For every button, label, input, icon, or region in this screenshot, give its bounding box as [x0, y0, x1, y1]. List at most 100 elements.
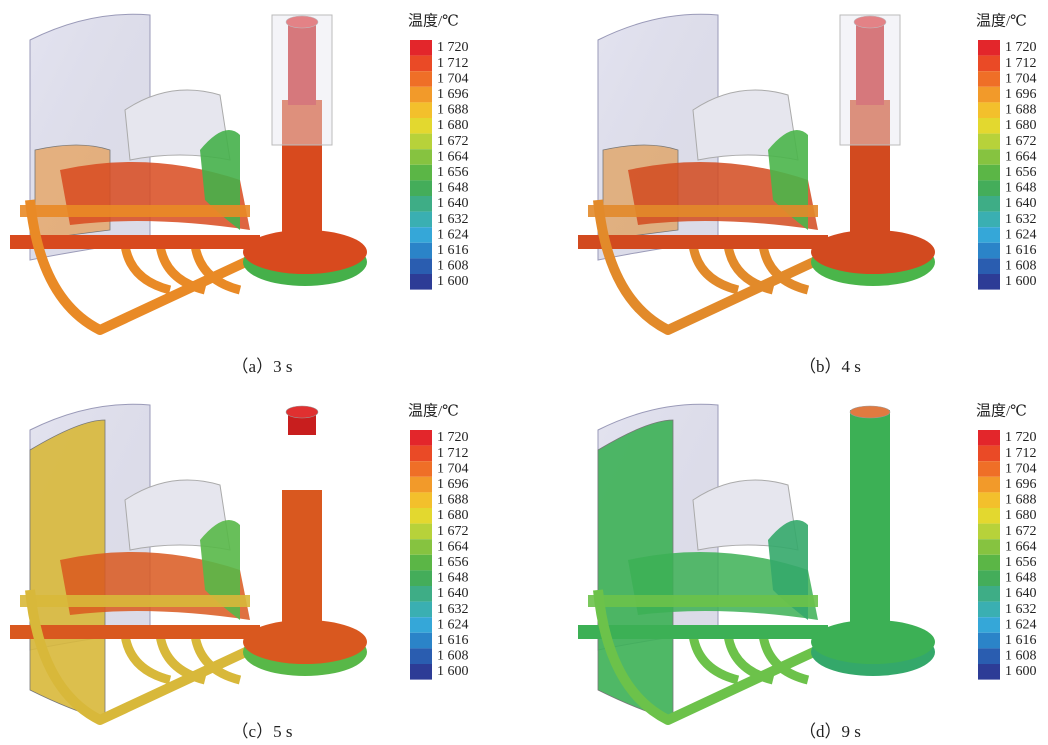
- legend-swatch: [410, 570, 432, 586]
- legend-label: 1 704: [1005, 461, 1037, 476]
- legend-label: 1 680: [437, 118, 469, 133]
- legend-label: 1 712: [437, 56, 469, 71]
- casting-render: [10, 404, 367, 720]
- legend-swatch: [978, 212, 1000, 228]
- legend-label: 1 672: [1005, 134, 1037, 149]
- legend-swatch: [410, 492, 432, 508]
- runner-bar: [588, 595, 818, 607]
- legend-swatch: [410, 134, 432, 150]
- legend-swatch: [410, 586, 432, 602]
- legend-swatch: [978, 40, 1000, 56]
- legend-label: 1 648: [1005, 571, 1037, 586]
- legend-label: 1 680: [1005, 118, 1037, 133]
- legend-label: 1 656: [1005, 555, 1037, 570]
- legend-label: 1 600: [437, 664, 469, 679]
- legend-title: 温度/℃: [408, 402, 459, 419]
- legend-label: 1 656: [437, 555, 469, 570]
- legend-label: 1 632: [1005, 212, 1037, 227]
- legend-label: 1 608: [437, 259, 469, 274]
- legend-swatch: [410, 524, 432, 540]
- runner-bar: [578, 625, 828, 639]
- legend-label: 1 696: [437, 477, 469, 492]
- legend-swatch: [410, 648, 432, 664]
- legend-swatch: [978, 274, 1000, 290]
- riser-ghost: [272, 15, 332, 145]
- legend-swatch: [978, 87, 1000, 103]
- legend-label: 1 624: [1005, 617, 1037, 632]
- legend-swatch: [410, 430, 432, 446]
- legend-swatch: [410, 71, 432, 87]
- legend-swatch: [978, 508, 1000, 524]
- legend-swatch: [978, 461, 1000, 477]
- legend-label: 1 704: [1005, 71, 1037, 86]
- legend-title: 温度/℃: [408, 12, 459, 29]
- legend-label: 1 696: [437, 87, 469, 102]
- legend-swatch: [978, 648, 1000, 664]
- legend-label: 1 712: [1005, 56, 1037, 71]
- legend-swatch: [978, 524, 1000, 540]
- legend-swatch: [978, 149, 1000, 165]
- legend-swatch: [410, 87, 432, 103]
- casting-render: [578, 404, 935, 720]
- legend-label: 1 656: [437, 165, 469, 180]
- riser: [850, 410, 890, 640]
- legend-swatch: [410, 602, 432, 618]
- legend-swatch: [978, 56, 1000, 72]
- legend-label: 1 720: [1005, 40, 1037, 55]
- legend-label: 1 640: [437, 196, 469, 211]
- legend-swatch: [410, 461, 432, 477]
- legend-label: 1 664: [437, 539, 469, 554]
- legend-swatch: [410, 149, 432, 165]
- runner-bar: [10, 625, 260, 639]
- legend-label: 1 696: [1005, 87, 1037, 102]
- legend-label: 1 616: [1005, 633, 1037, 648]
- legend-swatch: [978, 102, 1000, 118]
- legend-swatch: [410, 446, 432, 462]
- panel: 温度/℃1 7201 7121 7041 6961 6881 6801 6721…: [578, 402, 1037, 740]
- legend-swatch: [978, 71, 1000, 87]
- riser-ghost: [840, 15, 900, 145]
- legend-label: 1 640: [1005, 586, 1037, 601]
- legend-label: 1 720: [437, 430, 469, 445]
- riser-cap: [286, 406, 318, 418]
- panel-caption: （a）3 s: [232, 357, 293, 376]
- legend-swatch: [978, 258, 1000, 274]
- legend-swatch: [978, 633, 1000, 649]
- legend-label: 1 664: [437, 149, 469, 164]
- legend-swatch: [978, 165, 1000, 181]
- legend-label: 1 704: [437, 71, 469, 86]
- legend-label: 1 720: [1005, 430, 1037, 445]
- legend-swatch: [410, 196, 432, 212]
- legend-label: 1 608: [437, 649, 469, 664]
- legend-label: 1 688: [1005, 103, 1037, 118]
- runner-bar: [10, 235, 260, 249]
- legend-label: 1 696: [1005, 477, 1037, 492]
- legend-swatch: [410, 40, 432, 56]
- legend-swatch: [978, 227, 1000, 243]
- legend-label: 1 616: [437, 243, 469, 258]
- runner-bar: [20, 595, 250, 607]
- legend-swatch: [410, 664, 432, 680]
- legend-label: 1 632: [1005, 602, 1037, 617]
- legend-label: 1 664: [1005, 149, 1037, 164]
- legend-swatch: [410, 633, 432, 649]
- legend-label: 1 640: [1005, 196, 1037, 211]
- legend-swatch: [410, 508, 432, 524]
- legend-label: 1 688: [437, 493, 469, 508]
- legend-swatch: [410, 555, 432, 571]
- legend-swatch: [978, 446, 1000, 462]
- panel-caption: （d）9 s: [799, 722, 861, 741]
- legend-swatch: [410, 227, 432, 243]
- legend-swatch: [410, 539, 432, 555]
- legend-label: 1 712: [1005, 446, 1037, 461]
- legend-swatch: [978, 430, 1000, 446]
- legend-label: 1 616: [1005, 243, 1037, 258]
- legend-label: 1 648: [437, 181, 469, 196]
- legend-label: 1 704: [437, 461, 469, 476]
- legend-swatch: [410, 165, 432, 181]
- legend-label: 1 712: [437, 446, 469, 461]
- figure: 温度/℃1 7201 7121 7041 6961 6881 6801 6721…: [0, 0, 1048, 745]
- legend-swatch: [978, 555, 1000, 571]
